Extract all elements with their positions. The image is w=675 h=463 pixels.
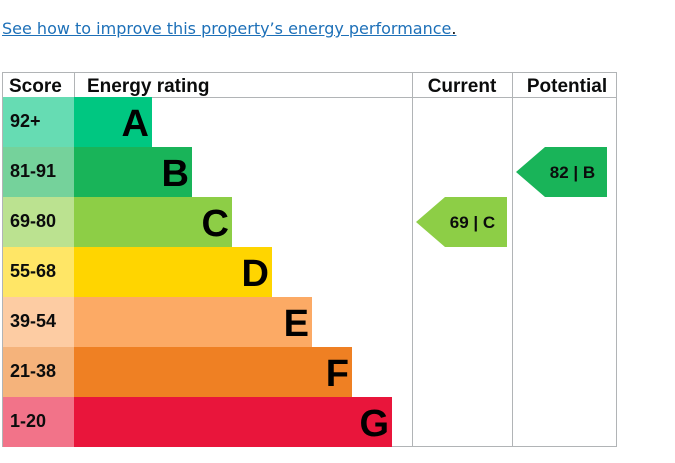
potential-rating-arrow: [516, 147, 607, 197]
rating-bands: 92+ A 81-91 B 69-80 C 55-68 D 39-54 E 21-38 F 1-20 G: [3, 97, 392, 447]
header-score: Score: [9, 76, 62, 97]
score-range-g: 1-20: [10, 411, 46, 431]
header-energy-rating: Energy rating: [87, 76, 209, 97]
score-cell-a: [3, 97, 74, 147]
improve-energy-link-text[interactable]: See how to improve this property’s energ…: [2, 19, 452, 38]
score-range-d: 55-68: [10, 261, 56, 281]
band-letter-e: E: [284, 303, 309, 345]
score-range-f: 21-38: [10, 361, 56, 381]
score-cell-d: [3, 247, 74, 297]
band-bar-f: [74, 347, 352, 397]
band-bar-b: [74, 147, 192, 197]
score-cell-g: [3, 397, 74, 447]
score-range-e: 39-54: [10, 311, 56, 331]
band-bar-a: [74, 97, 152, 147]
band-letter-c: C: [202, 203, 229, 245]
band-letter-b: B: [162, 153, 189, 195]
potential-rating-label: 82 | B: [550, 163, 595, 182]
band-bar-d: [74, 247, 272, 297]
band-bar-c: [74, 197, 232, 247]
band-bar-e: [74, 297, 312, 347]
current-rating-arrow: [416, 197, 507, 247]
header-current: Current: [428, 76, 497, 97]
band-letter-f: F: [326, 353, 349, 395]
header-potential: Potential: [527, 76, 607, 97]
improve-energy-link[interactable]: See how to improve this property’s energ…: [2, 19, 456, 38]
band-letter-a: A: [122, 103, 149, 145]
score-cell-c: [3, 197, 74, 247]
band-bar-g: [74, 397, 392, 447]
band-letter-d: D: [242, 253, 269, 295]
score-cell-f: [3, 347, 74, 397]
score-range-c: 69-80: [10, 211, 56, 231]
score-range-a: 92+: [10, 111, 41, 131]
score-range-b: 81-91: [10, 161, 56, 181]
score-cell-e: [3, 297, 74, 347]
band-letter-g: G: [359, 403, 389, 445]
rating-markers: 69 | C 82 | B: [416, 147, 607, 247]
current-rating-label: 69 | C: [450, 213, 495, 232]
link-period: .: [451, 19, 457, 38]
score-cell-b: [3, 147, 74, 197]
